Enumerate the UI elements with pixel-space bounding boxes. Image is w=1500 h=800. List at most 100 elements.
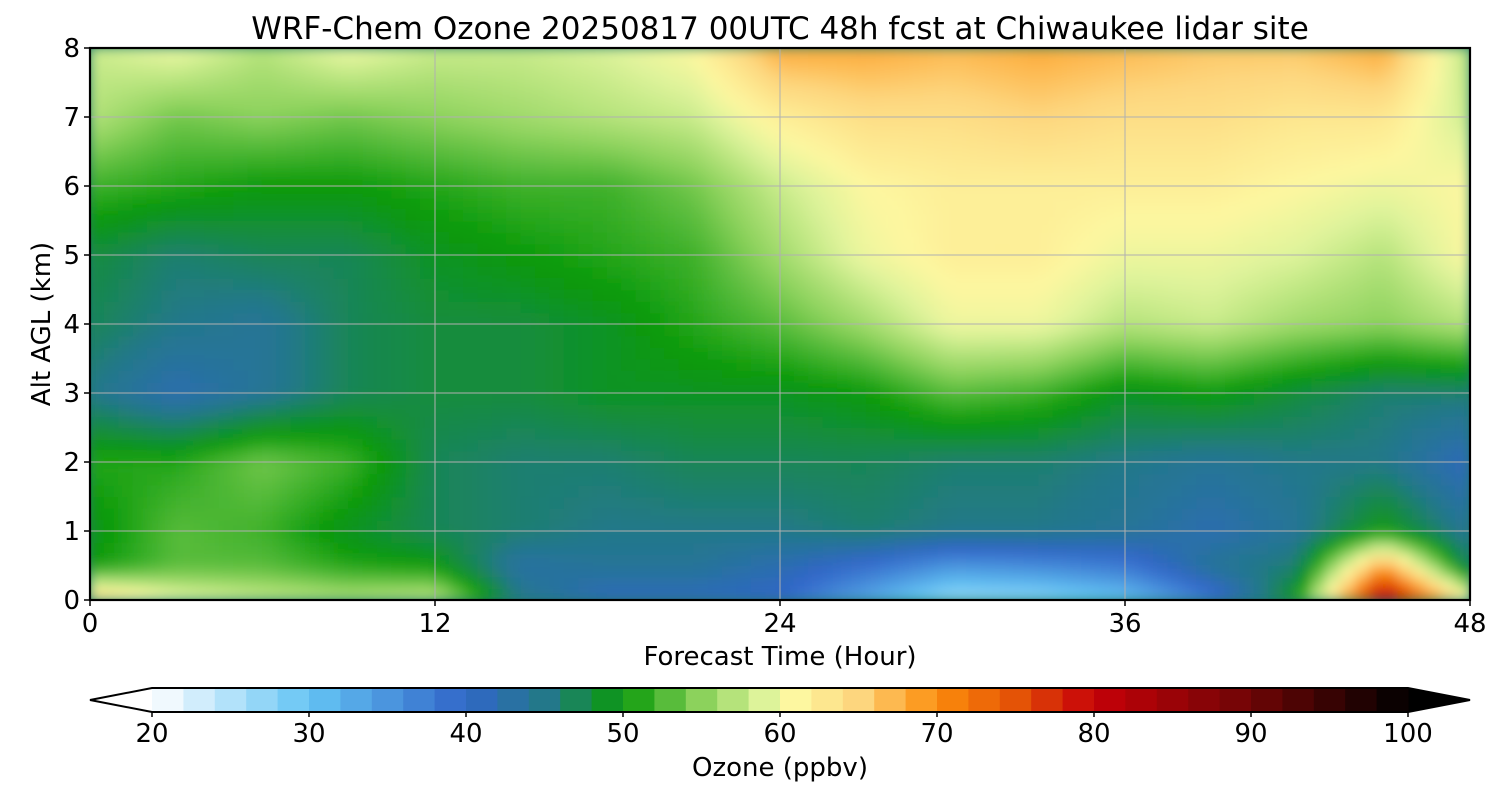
ozone-cell (535, 346, 551, 360)
ozone-cell (1023, 116, 1040, 130)
ozone-cell (1268, 530, 1284, 544)
ozone-cell (146, 438, 163, 452)
ozone-cell (1282, 507, 1299, 521)
ozone-cell (1124, 392, 1140, 406)
ozone-cell (1455, 139, 1470, 153)
ozone-cell (535, 277, 551, 291)
ozone-cell (1368, 587, 1385, 600)
ozone-cell (1311, 380, 1327, 394)
ozone-cell (750, 587, 767, 600)
ozone-cell (1138, 127, 1155, 141)
ozone-cell (1066, 208, 1083, 222)
ozone-cell (664, 185, 680, 199)
ozone-cell (1181, 415, 1198, 429)
ozone-cell (606, 173, 623, 187)
ozone-cell (635, 449, 652, 463)
ozone-cell (779, 70, 795, 84)
ozone-cell (463, 277, 479, 291)
ozone-cell (693, 300, 709, 314)
ozone-cell (1440, 219, 1457, 233)
ozone-cell (376, 392, 393, 406)
colorbar-tick-label: 90 (1234, 719, 1267, 749)
ozone-cell (1411, 127, 1428, 141)
ozone-cell (520, 196, 537, 210)
ozone-cell (1239, 541, 1255, 555)
ozone-cell (348, 173, 364, 187)
ozone-cell (1340, 173, 1356, 187)
ozone-cell (563, 507, 580, 521)
ozone-cell (1354, 484, 1370, 498)
ozone-cell (563, 449, 580, 463)
ozone-cell (204, 70, 220, 84)
ozone-cell (1124, 81, 1140, 95)
ozone-cell (1383, 70, 1399, 84)
ozone-cell (1066, 553, 1083, 567)
ozone-cell (434, 346, 450, 360)
ozone-cell (434, 507, 450, 521)
ozone-cell (1340, 426, 1356, 440)
ozone-cell (606, 507, 623, 521)
ozone-cell (305, 173, 321, 187)
ozone-cell (146, 300, 163, 314)
ozone-cell (448, 231, 465, 245)
ozone-cell (161, 185, 177, 199)
ozone-cell (650, 219, 666, 233)
ozone-cell (535, 139, 551, 153)
ozone-cell (261, 380, 278, 394)
ozone-cell (1023, 403, 1040, 417)
ozone-cell (736, 288, 752, 302)
ozone-cell (937, 265, 954, 279)
ozone-cell (362, 334, 379, 348)
ozone-cell (161, 81, 177, 95)
ozone-cell (1009, 173, 1025, 187)
ozone-cell (1268, 277, 1284, 291)
ozone-cell (1368, 81, 1385, 95)
ozone-cell (995, 185, 1011, 199)
ozone-cell (218, 553, 235, 567)
ozone-cell (1081, 472, 1097, 486)
ozone-cell (190, 242, 206, 256)
ozone-cell (333, 380, 350, 394)
ozone-cell (491, 438, 508, 452)
ozone-cell (491, 553, 508, 567)
ozone-cell (894, 48, 910, 61)
ozone-cell (190, 127, 206, 141)
ozone-cell (765, 219, 781, 233)
ozone-cell (721, 587, 738, 600)
ozone-cell (391, 426, 407, 440)
ozone-cell (1023, 449, 1040, 463)
ozone-cell (1196, 507, 1212, 521)
ozone-cell (1311, 104, 1327, 118)
ozone-cell (448, 48, 465, 61)
ozone-cell (1411, 48, 1428, 61)
ozone-cell (578, 242, 594, 256)
ozone-cell (103, 300, 120, 314)
ozone-cell (276, 196, 292, 210)
ozone-cell (420, 219, 436, 233)
ozone-cell (1411, 208, 1428, 222)
ozone-cell (1138, 288, 1155, 302)
ozone-cell (1296, 116, 1313, 130)
ozone-cell (132, 116, 149, 130)
ozone-cell (894, 495, 910, 509)
ozone-cell (247, 300, 264, 314)
ozone-cell (836, 104, 853, 118)
ozone-cell (1239, 576, 1255, 590)
ozone-cell (750, 288, 767, 302)
ozone-cell (1052, 150, 1069, 164)
ozone-cell (664, 116, 680, 130)
ozone-cell (908, 288, 925, 302)
ozone-cell (348, 277, 364, 291)
ozone-cell (880, 81, 896, 95)
ozone-cell (1153, 484, 1169, 498)
ozone-cell (90, 288, 105, 302)
ozone-cell (592, 553, 609, 567)
ozone-cell (678, 564, 695, 578)
ozone-cell (1426, 70, 1442, 84)
ozone-cell (779, 208, 795, 222)
ozone-cell (635, 288, 652, 302)
ozone-cell (1038, 530, 1054, 544)
ozone-cell (175, 265, 192, 279)
ozone-cell (1268, 484, 1284, 498)
colorbar-segment (654, 688, 687, 712)
